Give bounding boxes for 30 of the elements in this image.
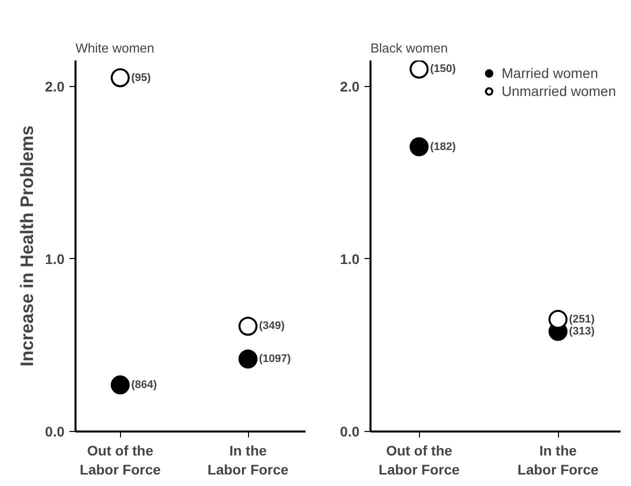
- legend-label: Married women: [502, 65, 598, 81]
- y-tick-label: 2.0: [45, 78, 65, 94]
- annotation: (864): [131, 378, 158, 391]
- point: [410, 60, 429, 79]
- y-axis-title: Increase in Health Problems: [17, 125, 38, 367]
- point: [548, 310, 568, 329]
- annotation: (251): [569, 313, 596, 326]
- point: [238, 316, 258, 336]
- y-tick-label: 1.0: [340, 250, 360, 267]
- y-tick-label: 0.0: [45, 424, 65, 440]
- point: [110, 375, 130, 394]
- legend-label: Unmarried women: [502, 83, 616, 99]
- annotation: (95): [131, 72, 152, 84]
- chart-title: White women: [76, 40, 154, 56]
- x-tick-label: Out of the Labor Force: [80, 442, 161, 478]
- annotation: (313): [569, 325, 596, 338]
- annotation: (349): [259, 320, 286, 332]
- annotation: (182): [430, 140, 456, 153]
- annotation: (150): [430, 63, 456, 76]
- x-tick-label: In the Labor Force: [518, 442, 599, 478]
- chart-title: Black women: [370, 40, 448, 56]
- point: [410, 137, 429, 156]
- x-tick-label: Out of the Labor Force: [378, 442, 460, 478]
- y-tick-label: 1.0: [45, 250, 65, 267]
- x-tick-label: In the Labor Force: [208, 442, 289, 478]
- point: [238, 350, 258, 369]
- annotation: (1097): [259, 353, 292, 366]
- y-tick-label: 0.0: [340, 424, 360, 440]
- y-tick-label: 2.0: [340, 78, 360, 94]
- point: [110, 68, 130, 88]
